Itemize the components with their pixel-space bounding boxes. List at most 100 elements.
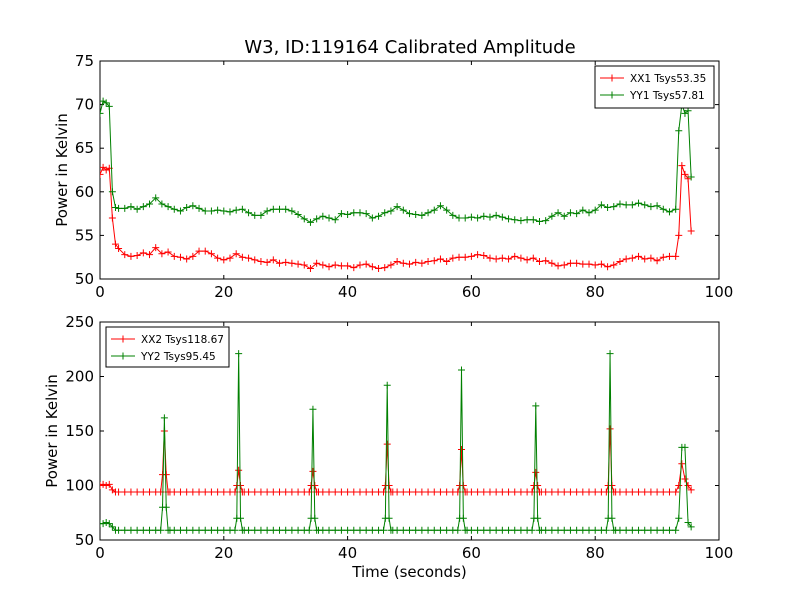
data-point-marker: [294, 526, 302, 534]
data-point-marker: [245, 526, 253, 534]
data-point-marker: [160, 414, 168, 422]
data-point-marker: [331, 488, 339, 496]
data-point-marker: [675, 514, 683, 522]
data-point-marker: [548, 212, 556, 220]
y-tick-label: 75: [75, 52, 94, 70]
data-point-marker: [309, 467, 317, 475]
data-point-marker: [492, 526, 500, 534]
data-point-marker: [319, 526, 327, 534]
data-point-marker: [532, 468, 540, 476]
data-point-marker: [269, 205, 277, 213]
data-point-marker: [418, 211, 426, 219]
data-point-marker: [532, 402, 540, 410]
data-point-marker: [220, 256, 228, 264]
data-point-marker: [245, 254, 253, 262]
data-point-marker: [579, 526, 587, 534]
data-point-marker: [146, 200, 154, 208]
data-point-marker: [300, 215, 308, 223]
data-point-marker: [282, 258, 290, 266]
data-point-marker: [152, 244, 160, 252]
x-tick-label: 100: [705, 283, 734, 301]
data-point-marker: [257, 258, 265, 266]
data-point-marker: [380, 526, 388, 534]
data-point-marker: [393, 258, 401, 266]
data-point-marker: [251, 256, 259, 264]
data-point-marker: [220, 526, 228, 534]
data-point-marker: [449, 211, 457, 219]
data-point-marker: [474, 251, 482, 259]
x-tick-label: 20: [214, 283, 233, 301]
data-point-marker: [641, 255, 649, 263]
legend-label: YY1 Tsys57.81: [629, 90, 705, 102]
data-point-marker: [424, 526, 432, 534]
data-point-marker: [162, 503, 170, 511]
data-point-marker: [653, 526, 661, 534]
data-point-marker: [325, 488, 333, 496]
data-point-marker: [492, 488, 500, 496]
data-point-marker: [102, 99, 110, 107]
data-point-marker: [672, 205, 680, 213]
data-point-marker: [616, 488, 624, 496]
data-point-marker: [325, 214, 333, 222]
data-point-marker: [158, 250, 166, 258]
data-point-marker: [133, 205, 141, 213]
data-point-marker: [406, 488, 413, 496]
data-point-marker: [319, 488, 327, 496]
data-point-marker: [207, 250, 215, 258]
data-point-marker: [542, 217, 550, 225]
data-point-marker: [306, 218, 314, 226]
data-point-marker: [628, 488, 636, 496]
data-point-marker: [105, 520, 113, 528]
data-point-marker: [443, 526, 451, 534]
data-point-marker: [157, 526, 165, 534]
data-point-marker: [183, 255, 191, 263]
data-point-marker: [585, 209, 593, 217]
data-point-marker: [189, 252, 197, 260]
data-point-marker: [309, 405, 317, 413]
data-point-marker: [251, 211, 259, 219]
data-point-marker: [430, 257, 438, 265]
data-point-marker: [201, 207, 209, 215]
data-point-marker: [226, 254, 234, 262]
y-tick-label: 55: [75, 226, 94, 244]
y-tick-label: 150: [65, 422, 94, 440]
data-point-marker: [480, 251, 488, 259]
data-point-marker: [542, 257, 550, 265]
data-point-marker: [523, 216, 531, 224]
data-point-marker: [684, 482, 692, 489]
data-point-marker: [457, 446, 465, 454]
data-point-marker: [176, 207, 184, 215]
data-point-marker: [511, 488, 519, 496]
data-point-marker: [665, 208, 673, 216]
data-point-marker: [282, 205, 290, 213]
y-tick-label: 50: [75, 270, 94, 288]
data-point-marker: [622, 201, 630, 209]
data-point-marker: [220, 207, 228, 215]
data-point-marker: [269, 488, 277, 496]
data-point-marker: [418, 526, 426, 534]
data-point-marker: [133, 251, 141, 259]
data-point-marker: [665, 252, 673, 260]
data-point-marker: [362, 210, 370, 218]
data-point-marker: [375, 212, 383, 220]
data-point-marker: [542, 488, 550, 496]
data-point-marker: [251, 526, 259, 534]
data-point-marker: [311, 482, 319, 489]
data-point-marker: [542, 526, 550, 534]
data-point-marker: [102, 482, 110, 489]
data-point-marker: [560, 526, 568, 534]
data-point-marker: [214, 526, 222, 534]
data-point-marker: [604, 203, 612, 211]
data-point-marker: [170, 488, 178, 496]
data-point-marker: [665, 526, 673, 534]
data-point-marker: [560, 212, 568, 220]
data-point-marker: [449, 254, 457, 262]
data-point-marker: [604, 263, 612, 271]
y-tick-label: 50: [75, 531, 94, 549]
y-tick-label: 200: [65, 368, 94, 386]
data-point-marker: [635, 252, 643, 260]
data-point-marker: [207, 526, 215, 534]
data-point-marker: [350, 488, 358, 496]
chart-2: 0 20 40 60 80 100 50 100 150 200 250 Power in Kelvi…: [43, 313, 733, 581]
legend-marker: [119, 335, 127, 343]
